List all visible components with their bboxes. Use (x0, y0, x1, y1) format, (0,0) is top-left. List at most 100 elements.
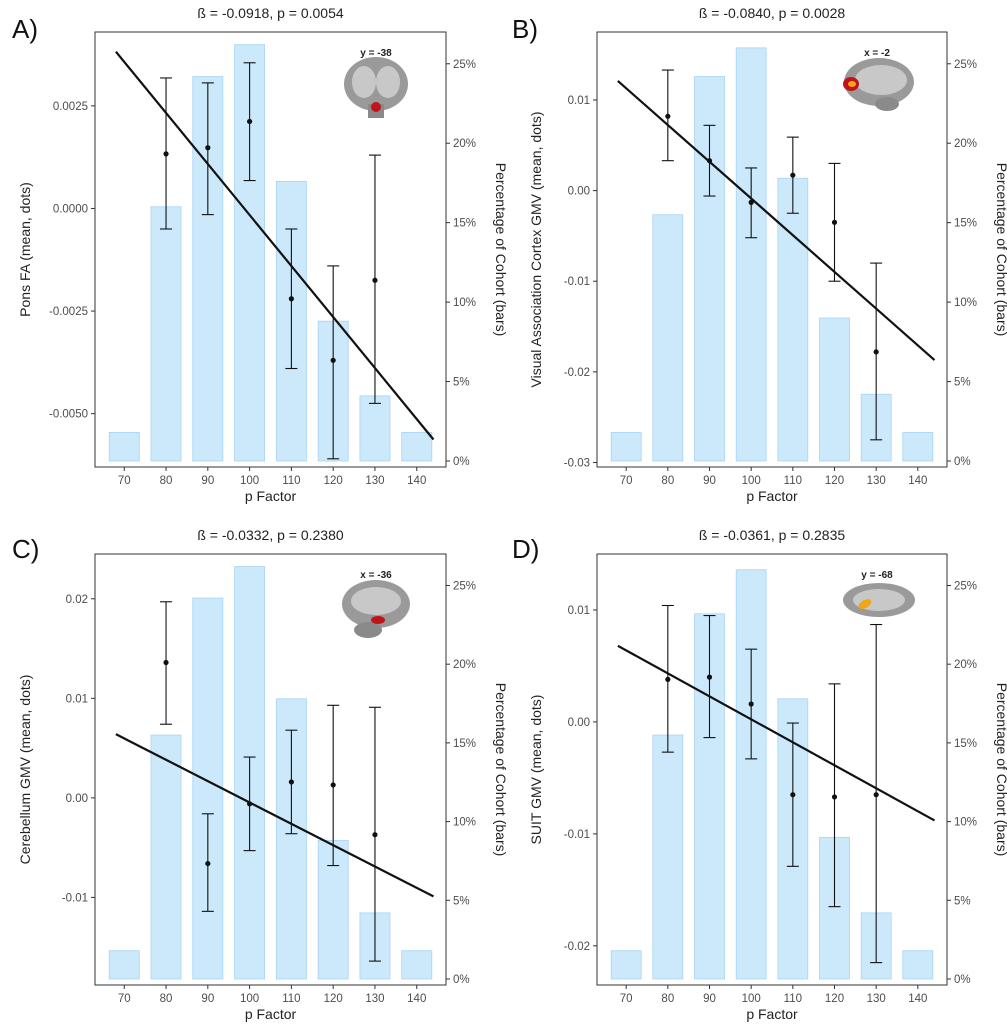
brain-slice-label: y = -68 (861, 570, 893, 581)
x-tick-label: 130 (365, 993, 384, 1005)
brain-slice-label: x = -36 (360, 570, 392, 581)
x-tick-label: 110 (784, 475, 802, 487)
plot-frame (596, 31, 948, 468)
x-tick-label: 140 (407, 475, 426, 487)
bar-110 (777, 177, 809, 462)
y2-tick-label: 25% (453, 580, 476, 592)
brain-hemisphere (352, 66, 376, 98)
panel-title: ß = -0.0332, p = 0.2380 (197, 527, 344, 543)
panel-a: A) ß = -0.0918, p = 0.0054 70 80 90 100 110 120… (12, 5, 509, 504)
y-tick-label: -0.0025 (49, 306, 88, 318)
y2-tick-label: 10% (453, 297, 476, 309)
mean-point-130 (873, 792, 879, 798)
mean-point-110 (790, 792, 796, 798)
panel-d: D) ß = -0.0361, p = 0.2835 70 80 90 100 110 120… (512, 527, 1007, 1022)
y2-tick-label: 20% (453, 659, 476, 671)
x-tick-label: 140 (908, 475, 927, 487)
y2-tick-label: 0% (954, 974, 971, 986)
mean-point-80 (665, 113, 671, 119)
regression-line (617, 644, 936, 822)
x-axis-label: p Factor (245, 488, 297, 504)
y2-tick-label: 10% (453, 817, 476, 829)
bar-100 (735, 47, 767, 462)
x-tick-label: 100 (240, 993, 259, 1005)
y-tick-label: 0.00 (568, 717, 590, 729)
y-axis-label: Cerebellum GMV (mean, dots) (17, 675, 33, 865)
panel-title: ß = -0.0840, p = 0.0028 (699, 5, 846, 21)
plot-frame (596, 553, 948, 986)
bar-80 (652, 214, 684, 462)
cerebellum-shape (875, 97, 899, 111)
y2-axis-label: Percentage of Cohort (bars) (493, 163, 509, 337)
y2-tick-label: 15% (453, 218, 476, 230)
bar-70 (108, 431, 140, 462)
mean-point-110 (288, 779, 294, 785)
mean-point-80 (163, 151, 169, 157)
bar-140 (401, 950, 433, 980)
mean-point-120 (330, 782, 336, 788)
x-axis-label: p Factor (746, 1006, 798, 1022)
x-tick-label: 70 (620, 475, 633, 487)
y-tick-label: -0.03 (564, 457, 590, 469)
x-tick-label: 90 (703, 475, 716, 487)
y2-tick-label: 5% (453, 895, 470, 907)
y-axis-label: Visual Association Cortex GMV (mean, dot… (528, 112, 544, 388)
bar-70 (610, 950, 642, 980)
mean-point-100 (247, 801, 253, 807)
brain-slice-image: x = -2 (843, 48, 914, 111)
bar-140 (902, 431, 934, 462)
bar-130 (359, 395, 391, 462)
y-tick-label: -0.01 (62, 892, 88, 904)
y2-tick-label: 25% (954, 59, 977, 71)
y-tick-label: -0.0050 (49, 409, 88, 421)
y2-tick-label: 25% (954, 580, 977, 592)
x-tick-label: 110 (282, 475, 300, 487)
cerebellum-shape (354, 622, 382, 638)
brain-slice-image: y = -68 (843, 570, 915, 617)
regression-line (115, 733, 434, 898)
x-axis-label: p Factor (746, 488, 798, 504)
x-tick-label: 130 (365, 475, 384, 487)
y2-tick-label: 10% (954, 297, 977, 309)
y2-axis-label: Percentage of Cohort (bars) (493, 683, 509, 857)
x-tick-label: 70 (620, 993, 633, 1005)
mean-point-130 (372, 832, 378, 838)
x-axis-label: p Factor (245, 1006, 297, 1022)
mean-point-100 (748, 701, 754, 707)
y2-tick-label: 0% (954, 456, 971, 468)
y-tick-label: 0.00 (568, 186, 590, 198)
regression-line (617, 80, 936, 361)
y2-tick-label: 20% (954, 659, 977, 671)
panel-b: B) ß = -0.0840, p = 0.0028 70 80 90 100 110 120… (512, 5, 1007, 504)
bar-70 (610, 431, 642, 462)
y2-axis-label: Percentage of Cohort (bars) (994, 683, 1007, 857)
y-axis-label: SUIT GMV (mean, dots) (528, 695, 544, 845)
y2-tick-label: 20% (453, 138, 476, 150)
y2-tick-label: 5% (954, 377, 971, 389)
mean-point-80 (665, 676, 671, 682)
panel-letter: B) (512, 14, 538, 44)
mean-point-90 (706, 674, 713, 680)
y-tick-label: 0.0025 (53, 101, 88, 113)
y2-tick-label: 25% (453, 59, 476, 71)
y2-tick-label: 20% (954, 138, 977, 150)
mean-point-100 (748, 199, 754, 205)
x-tick-label: 100 (240, 475, 259, 487)
y2-tick-label: 5% (453, 377, 470, 389)
bar-100 (735, 569, 767, 980)
y2-tick-label: 5% (954, 895, 971, 907)
y-tick-label: 0.01 (66, 693, 88, 705)
mean-point-80 (163, 659, 169, 666)
x-tick-label: 130 (867, 475, 886, 487)
mean-point-110 (288, 296, 294, 302)
x-tick-label: 70 (118, 993, 131, 1005)
regression-line (115, 51, 435, 441)
x-tick-label: 120 (324, 993, 343, 1005)
x-tick-label: 110 (784, 993, 802, 1005)
highlight-region (371, 616, 385, 624)
panel-title: ß = -0.0361, p = 0.2835 (699, 527, 846, 543)
y-tick-label: -0.02 (564, 941, 590, 953)
y2-axis-label: Percentage of Cohort (bars) (994, 163, 1007, 337)
bar-90 (192, 597, 224, 980)
